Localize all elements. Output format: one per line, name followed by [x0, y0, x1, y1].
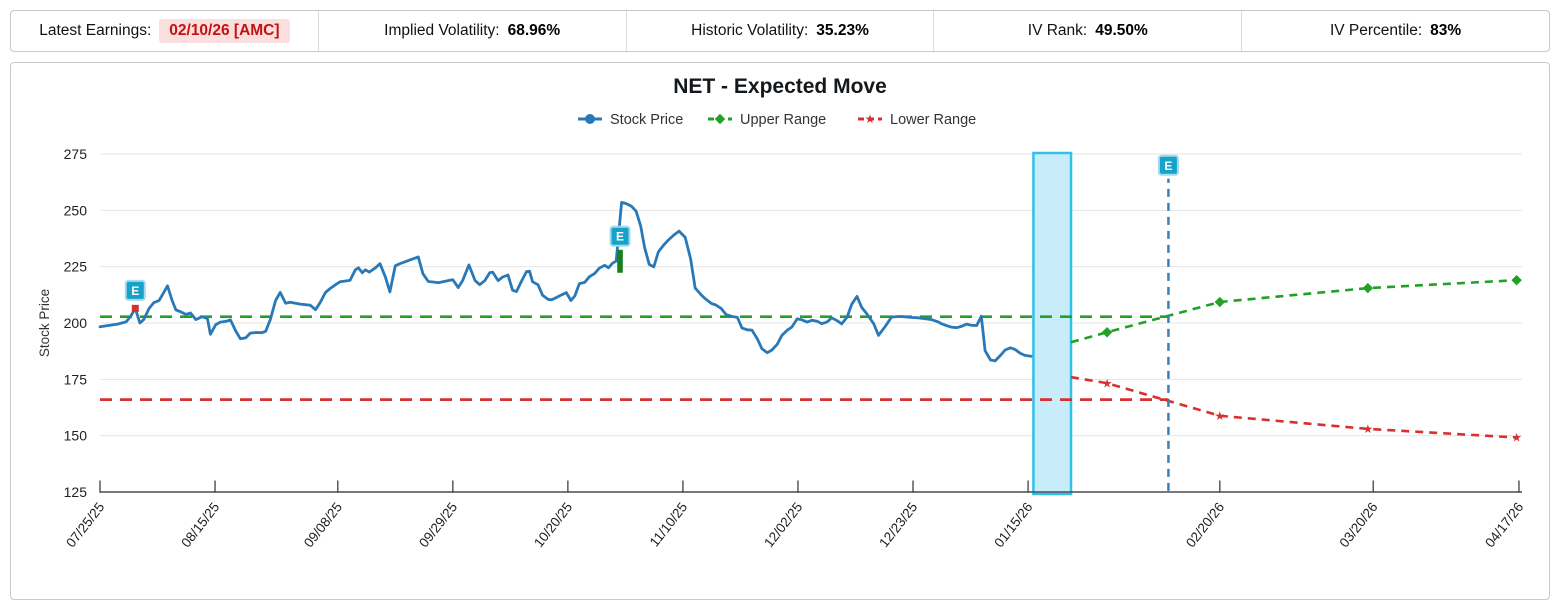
expected-move-chart: ★ ★ ★ ★ E E E 07/25/25 08/15/25 09/08/25 09/29/25 1…: [37, 112, 1526, 551]
gridlines: [100, 153, 1522, 437]
svg-text:★: ★: [1214, 409, 1225, 423]
earnings-move-dot: [131, 304, 139, 312]
svg-text:225: 225: [64, 259, 88, 275]
stat-iv-rank: IV Rank: 49.50%: [933, 11, 1241, 51]
earnings-badge: [609, 225, 631, 247]
iv-percentile-value: 83%: [1430, 22, 1462, 39]
svg-text:125: 125: [64, 484, 88, 500]
x-axis: 07/25/25 08/15/25 09/08/25 09/29/25 10/20/25…: [63, 480, 1526, 551]
earnings-marker-3: E: [1157, 154, 1179, 491]
iv-rank-label: IV Rank:: [1027, 22, 1088, 39]
stat-latest-earnings: Latest Earnings: 02/10/26 [AMC]: [11, 11, 318, 51]
svg-text:10/20/25: 10/20/25: [531, 500, 575, 551]
earnings-marker-1: E: [124, 279, 146, 312]
stat-implied-volatility: Implied Volatility: 68.96%: [317, 11, 626, 51]
stock-price-line: [98, 200, 1033, 363]
svg-text:Stock Price: Stock Price: [610, 112, 683, 128]
iv-percentile-label: IV Percentile:: [1329, 22, 1423, 39]
earnings-marker-2: E: [609, 225, 631, 273]
historic-volatility-value: 35.23%: [816, 22, 869, 39]
y-axis: 125 150 175 200 225 250 275 Stock Price: [37, 146, 87, 500]
svg-text:★: ★: [1362, 422, 1373, 436]
svg-text:12/02/25: 12/02/25: [761, 500, 805, 551]
svg-text:Lower Range: Lower Range: [890, 112, 976, 128]
chart-panel: ★ ★ ★ ★ E E E 07/25/25 08/15/25 09/08/25 09/29/25 1…: [10, 62, 1550, 600]
highlight-band: [1032, 151, 1073, 496]
stat-historic-volatility: Historic Volatility: 35.23%: [625, 11, 934, 51]
stats-bar: Latest Earnings: 02/10/26 [AMC] Implied …: [10, 10, 1550, 52]
earnings-badge: [1157, 154, 1179, 176]
implied-volatility-value: 68.96%: [507, 22, 561, 39]
legend-item-stock-price[interactable]: Stock Price: [578, 112, 683, 128]
svg-text:★: ★: [1102, 376, 1113, 390]
legend-item-lower-range[interactable]: ★ Lower Range: [858, 112, 976, 128]
legend-item-upper-range[interactable]: Upper Range: [708, 112, 826, 128]
svg-text:E: E: [131, 284, 139, 298]
svg-text:★: ★: [865, 112, 876, 126]
svg-text:07/25/25: 07/25/25: [63, 500, 107, 551]
svg-text:01/15/26: 01/15/26: [991, 500, 1035, 551]
svg-text:E: E: [616, 230, 624, 244]
chart-title: NET - Expected Move: [673, 75, 887, 98]
svg-text:275: 275: [64, 146, 88, 162]
stat-iv-percentile: IV Percentile: 83%: [1241, 11, 1549, 51]
lower-range-forecast-line: ★ ★ ★ ★: [1070, 375, 1522, 445]
latest-earnings-value-badge: 02/10/26 [AMC]: [159, 19, 290, 43]
svg-text:09/08/25: 09/08/25: [301, 500, 345, 551]
svg-text:Upper Range: Upper Range: [740, 112, 826, 128]
earnings-badge: [124, 279, 146, 301]
svg-text:03/20/26: 03/20/26: [1336, 500, 1380, 551]
earnings-move-bar: [617, 249, 623, 273]
iv-rank-value: 49.50%: [1095, 22, 1148, 39]
implied-volatility-label: Implied Volatility:: [384, 22, 500, 39]
svg-text:08/15/25: 08/15/25: [178, 500, 222, 551]
svg-text:09/29/25: 09/29/25: [416, 500, 460, 551]
svg-text:250: 250: [64, 202, 88, 218]
historic-volatility-label: Historic Volatility:: [691, 22, 809, 39]
svg-text:02/20/26: 02/20/26: [1183, 500, 1227, 551]
upper-range-forecast-line: [1070, 274, 1522, 344]
svg-text:12/23/25: 12/23/25: [876, 500, 920, 551]
latest-earnings-label: Latest Earnings:: [39, 22, 152, 39]
svg-text:200: 200: [64, 315, 88, 331]
svg-text:150: 150: [64, 428, 88, 444]
svg-text:11/10/25: 11/10/25: [647, 500, 691, 550]
svg-text:★: ★: [1511, 431, 1522, 445]
y-axis-title: Stock Price: [37, 289, 52, 357]
svg-text:175: 175: [64, 371, 88, 387]
svg-text:04/17/26: 04/17/26: [1482, 500, 1526, 551]
svg-text:E: E: [1164, 159, 1172, 173]
